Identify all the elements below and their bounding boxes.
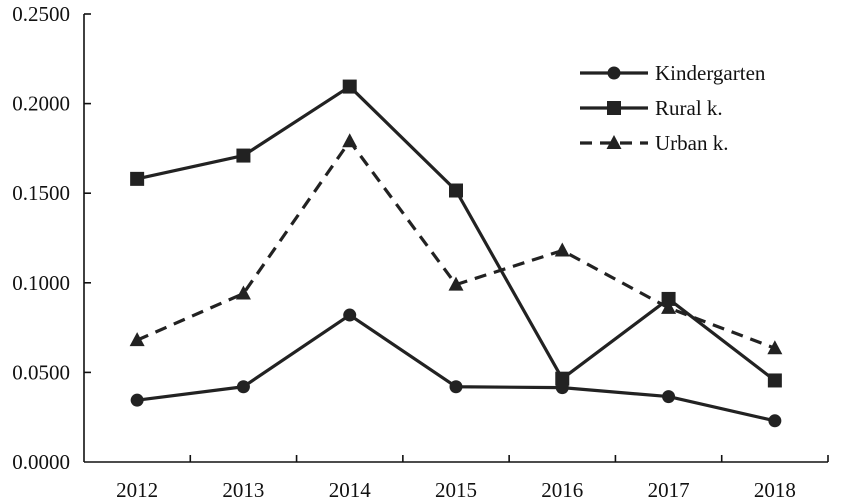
data-point-circle bbox=[662, 390, 676, 404]
data-point-square bbox=[661, 291, 676, 306]
y-tick-label: 0.1000 bbox=[12, 271, 70, 295]
data-point-triangle bbox=[767, 340, 783, 355]
legend-label: Rural k. bbox=[655, 96, 723, 120]
x-tick-label: 2012 bbox=[116, 478, 158, 502]
y-tick-label: 0.2000 bbox=[12, 92, 70, 116]
x-tick-label: 2014 bbox=[329, 478, 372, 502]
data-point-circle bbox=[236, 380, 250, 394]
legend-marker-square bbox=[607, 101, 621, 115]
legend-marker-circle bbox=[607, 66, 621, 80]
data-point-square bbox=[767, 373, 782, 388]
y-axis-ticks: 0.0000 0.0500 0.1000 0.1500 0.2000 0.2500 bbox=[12, 2, 91, 474]
y-tick-label: 0.1500 bbox=[12, 181, 70, 205]
legend-item: Kindergarten bbox=[580, 61, 766, 85]
data-point-triangle bbox=[661, 299, 677, 314]
x-axis-ticks: 2012 2013 2014 2015 2016 2017 2018 bbox=[116, 455, 796, 502]
legend: Kindergarten Rural k. Urban k. bbox=[580, 61, 766, 155]
data-point-triangle bbox=[554, 242, 570, 257]
legend-item: Urban k. bbox=[580, 131, 728, 155]
series-rural-k bbox=[130, 79, 782, 388]
x-tick-label: 2016 bbox=[541, 478, 583, 502]
x-tick-label: 2015 bbox=[435, 478, 477, 502]
data-point-triangle bbox=[448, 276, 464, 291]
series-line bbox=[136, 313, 776, 423]
data-point-square bbox=[555, 371, 570, 386]
data-point-circle bbox=[343, 308, 357, 322]
legend-label: Urban k. bbox=[655, 131, 728, 155]
data-point-circle bbox=[768, 414, 782, 428]
x-tick-label: 2013 bbox=[222, 478, 264, 502]
data-point-triangle bbox=[342, 133, 358, 148]
y-tick-label: 0.0000 bbox=[12, 450, 70, 474]
y-tick-label: 0.0500 bbox=[12, 360, 70, 384]
axes bbox=[83, 13, 829, 463]
data-point-square bbox=[449, 183, 463, 198]
x-tick-label: 2017 bbox=[648, 478, 690, 502]
legend-marker-triangle bbox=[606, 135, 622, 149]
data-point-triangle bbox=[235, 285, 251, 300]
series-line bbox=[136, 139, 776, 350]
x-tick-label: 2018 bbox=[754, 478, 796, 502]
data-point-square bbox=[342, 79, 357, 94]
data-point-triangle bbox=[129, 332, 145, 347]
y-tick-label: 0.2500 bbox=[12, 2, 70, 26]
data-point-circle bbox=[130, 393, 144, 407]
data-point-square bbox=[236, 148, 251, 163]
legend-label: Kindergarten bbox=[655, 61, 766, 85]
series-urban-k bbox=[129, 133, 783, 355]
data-point-circle bbox=[449, 380, 463, 394]
series-kindergarten bbox=[130, 308, 782, 428]
legend-item: Rural k. bbox=[580, 96, 723, 120]
data-point-square bbox=[130, 171, 145, 186]
series-layer bbox=[129, 79, 783, 428]
